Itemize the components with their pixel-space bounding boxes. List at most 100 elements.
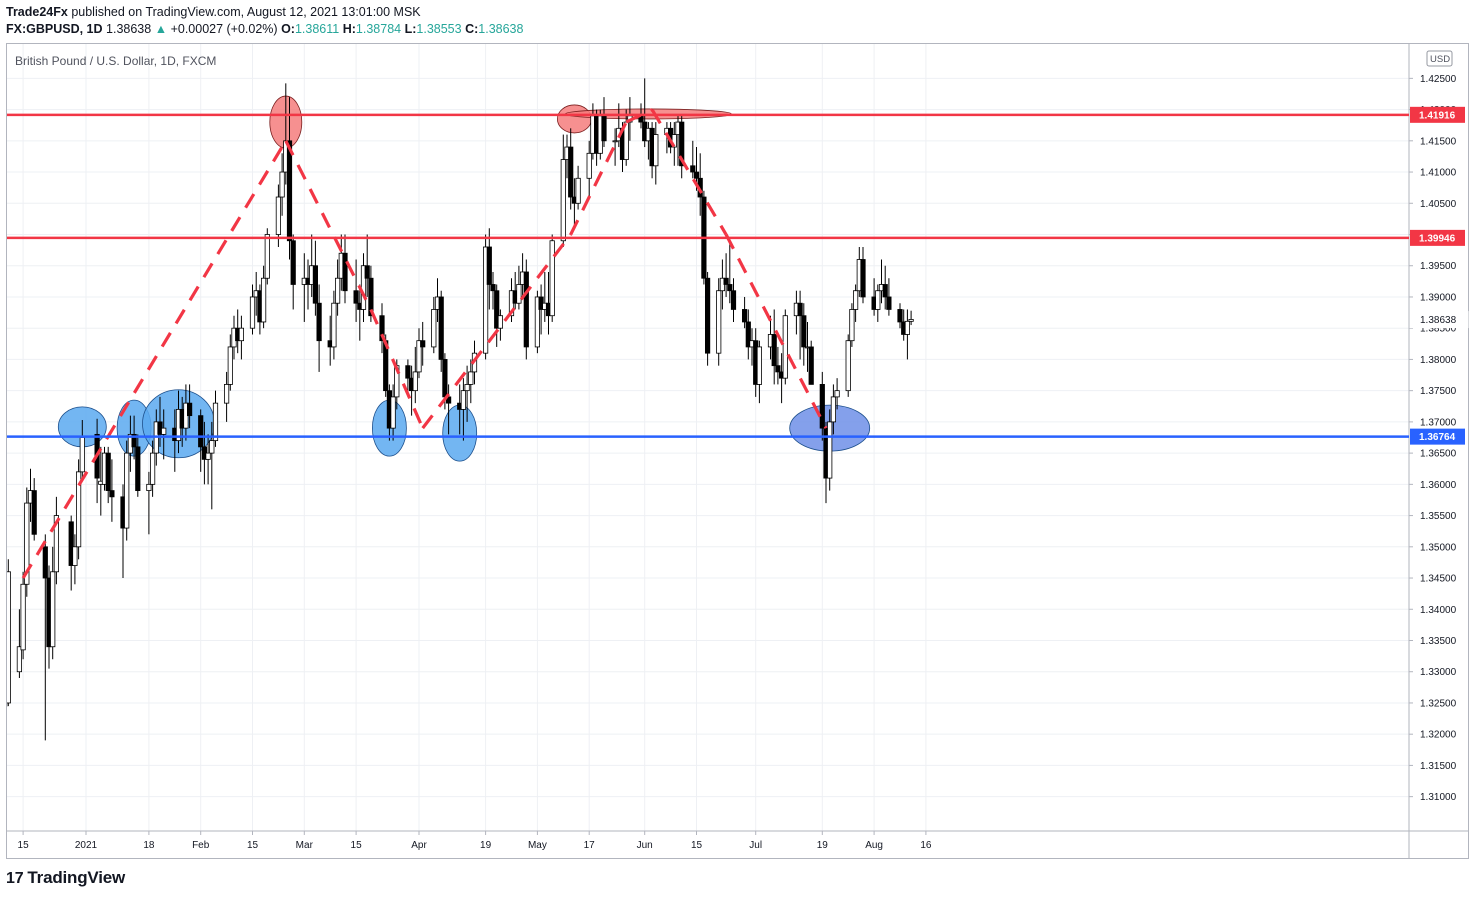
trend-line-dashed[interactable] — [650, 108, 728, 236]
candle[interactable] — [486, 228, 492, 310]
candle[interactable] — [353, 259, 359, 322]
candle[interactable] — [560, 134, 566, 247]
candle[interactable] — [612, 128, 618, 166]
candle[interactable] — [249, 284, 256, 335]
candle[interactable] — [886, 278, 892, 316]
candle[interactable] — [745, 309, 751, 360]
candle[interactable] — [286, 97, 293, 260]
candle[interactable] — [72, 534, 78, 585]
candle[interactable] — [379, 303, 385, 354]
candle[interactable] — [860, 246, 866, 304]
candle[interactable] — [161, 409, 167, 460]
candle[interactable] — [16, 609, 23, 678]
candle[interactable] — [819, 371, 825, 441]
candle[interactable] — [908, 310, 914, 326]
author-name[interactable]: Trade24Fx — [6, 5, 68, 19]
candle[interactable] — [68, 515, 74, 591]
candle[interactable] — [420, 321, 426, 366]
candle[interactable] — [135, 434, 141, 497]
candle[interactable] — [146, 471, 152, 535]
candle[interactable] — [205, 434, 211, 485]
candle[interactable] — [468, 359, 474, 404]
candle[interactable] — [716, 278, 722, 366]
candle[interactable] — [301, 253, 307, 322]
candle[interactable] — [742, 296, 748, 329]
candle[interactable] — [904, 309, 911, 360]
candle[interactable] — [586, 140, 592, 198]
candle[interactable] — [124, 440, 130, 541]
candle[interactable] — [260, 265, 267, 329]
candle[interactable] — [490, 271, 496, 310]
candle[interactable] — [227, 334, 233, 391]
candle[interactable] — [24, 487, 30, 597]
candle[interactable] — [679, 115, 685, 179]
candle[interactable] — [186, 384, 193, 429]
candle[interactable] — [494, 284, 500, 347]
candle[interactable] — [42, 534, 48, 741]
candle[interactable] — [705, 271, 711, 366]
candle[interactable] — [53, 496, 60, 585]
candle[interactable] — [845, 334, 851, 397]
candle[interactable] — [808, 340, 814, 385]
candle[interactable] — [275, 184, 282, 247]
candle[interactable] — [360, 253, 367, 322]
candle[interactable] — [412, 346, 418, 404]
trend-line-dashed[interactable] — [569, 121, 628, 236]
candle[interactable] — [797, 290, 803, 360]
candle[interactable] — [223, 371, 230, 422]
candle[interactable] — [801, 303, 807, 366]
candle[interactable] — [897, 303, 903, 329]
candle[interactable] — [775, 346, 781, 385]
candle[interactable] — [2, 622, 8, 722]
candle[interactable] — [568, 128, 574, 210]
candle[interactable] — [727, 240, 733, 304]
candle[interactable] — [364, 234, 370, 297]
tradingview-brand[interactable]: 17 TradingView — [6, 868, 125, 888]
currency-badge[interactable] — [1426, 50, 1453, 67]
candle[interactable] — [290, 234, 296, 310]
candle[interactable] — [549, 234, 555, 322]
candle[interactable] — [771, 309, 777, 385]
candle[interactable] — [853, 284, 859, 322]
candle[interactable] — [445, 384, 452, 435]
candle[interactable] — [834, 378, 840, 410]
candle[interactable] — [279, 153, 285, 216]
candle[interactable] — [849, 303, 855, 347]
candle[interactable] — [316, 284, 322, 372]
candle[interactable] — [482, 234, 489, 360]
candle[interactable] — [575, 165, 581, 210]
candle[interactable] — [20, 571, 26, 660]
candle[interactable] — [497, 309, 504, 341]
candle[interactable] — [516, 265, 522, 310]
candle[interactable] — [830, 384, 837, 435]
candle[interactable] — [523, 259, 529, 360]
candle[interactable] — [342, 234, 348, 304]
candle[interactable] — [331, 290, 337, 360]
candle[interactable] — [875, 284, 881, 322]
trend-line-dashed[interactable] — [284, 140, 373, 311]
candle[interactable] — [460, 378, 467, 441]
candle[interactable] — [534, 290, 541, 354]
candle[interactable] — [601, 97, 607, 148]
candle[interactable] — [653, 122, 659, 185]
candle[interactable] — [50, 546, 56, 660]
trend-line-dashed[interactable] — [21, 139, 288, 579]
candle[interactable] — [212, 390, 219, 447]
candle[interactable] — [690, 140, 696, 179]
candle[interactable] — [416, 328, 422, 379]
candle[interactable] — [464, 365, 470, 422]
candle[interactable] — [312, 240, 319, 316]
candle[interactable] — [31, 478, 37, 541]
candle[interactable] — [438, 290, 444, 372]
candle[interactable] — [431, 296, 437, 354]
candle[interactable] — [238, 315, 244, 360]
candle[interactable] — [76, 459, 82, 560]
candle[interactable] — [198, 409, 204, 472]
candle[interactable] — [782, 309, 788, 385]
trend-line-dashed[interactable] — [369, 308, 425, 429]
candle[interactable] — [105, 446, 111, 504]
candle[interactable] — [730, 278, 737, 322]
candle[interactable] — [756, 340, 763, 404]
candle[interactable] — [109, 459, 115, 522]
